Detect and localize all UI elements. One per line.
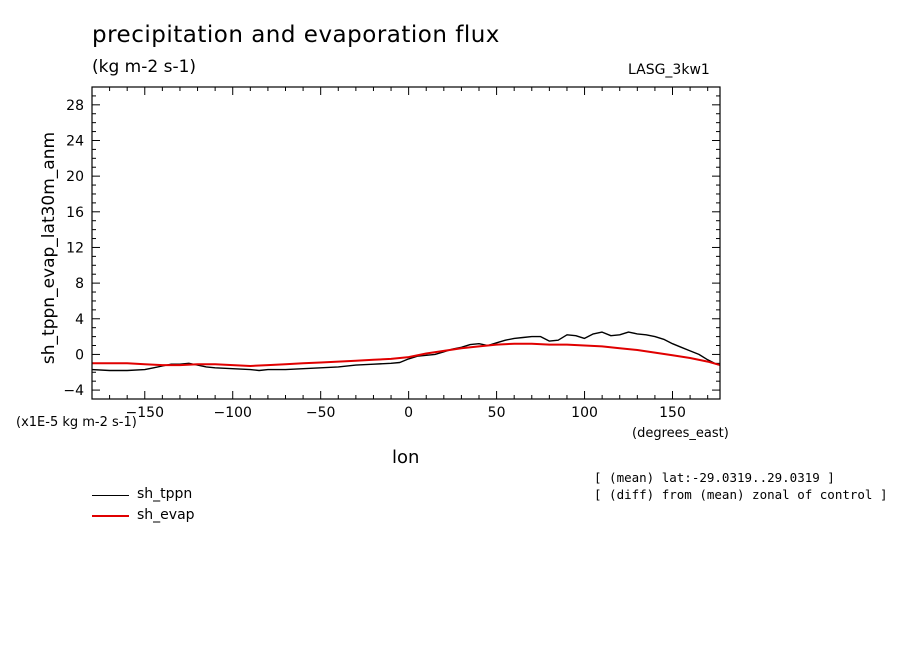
- y-tick-label: 0: [75, 347, 84, 363]
- x-tick-label: 150: [659, 405, 686, 421]
- mean-note: [ (mean) lat:-29.0319..29.0319 ]: [594, 470, 835, 485]
- y-axis-units: (x1E-5 kg m-2 s-1): [16, 415, 137, 430]
- legend-label-sh-tppn: sh_tppn: [137, 486, 193, 502]
- y-tick-label: 12: [66, 240, 84, 256]
- y-tick-label: 28: [66, 98, 84, 114]
- x-tick-label: 50: [488, 405, 506, 421]
- y-tick-label: 16: [66, 205, 84, 221]
- series-line-sh-evap: [92, 342, 721, 367]
- legend-line-sh-evap: [92, 515, 129, 517]
- plot-frame: [91, 86, 721, 400]
- x-axis-units: (degrees_east): [632, 426, 729, 441]
- y-tick-label: 4: [75, 312, 84, 328]
- chart-subtitle: (kg m-2 s-1): [92, 57, 197, 77]
- diff-note: [ (diff) from (mean) zonal of control ]: [594, 487, 888, 502]
- x-tick-label: −100: [214, 405, 252, 421]
- x-tick-label: 0: [404, 405, 413, 421]
- legend-line-sh-tppn: [92, 495, 129, 496]
- chart-title: precipitation and evaporation flux: [92, 22, 500, 48]
- y-tick-label: 20: [66, 169, 84, 185]
- legend-label-sh-evap: sh_evap: [137, 507, 195, 523]
- x-tick-label: −150: [126, 405, 164, 421]
- model-label: LASG_3kw1: [628, 62, 710, 78]
- x-axis-label: lon: [392, 447, 420, 468]
- y-tick-label: 8: [75, 276, 84, 292]
- x-tick-label: 100: [571, 405, 598, 421]
- x-tick-label: −50: [306, 405, 336, 421]
- y-tick-label: −4: [63, 383, 84, 399]
- y-tick-label: 24: [66, 133, 84, 149]
